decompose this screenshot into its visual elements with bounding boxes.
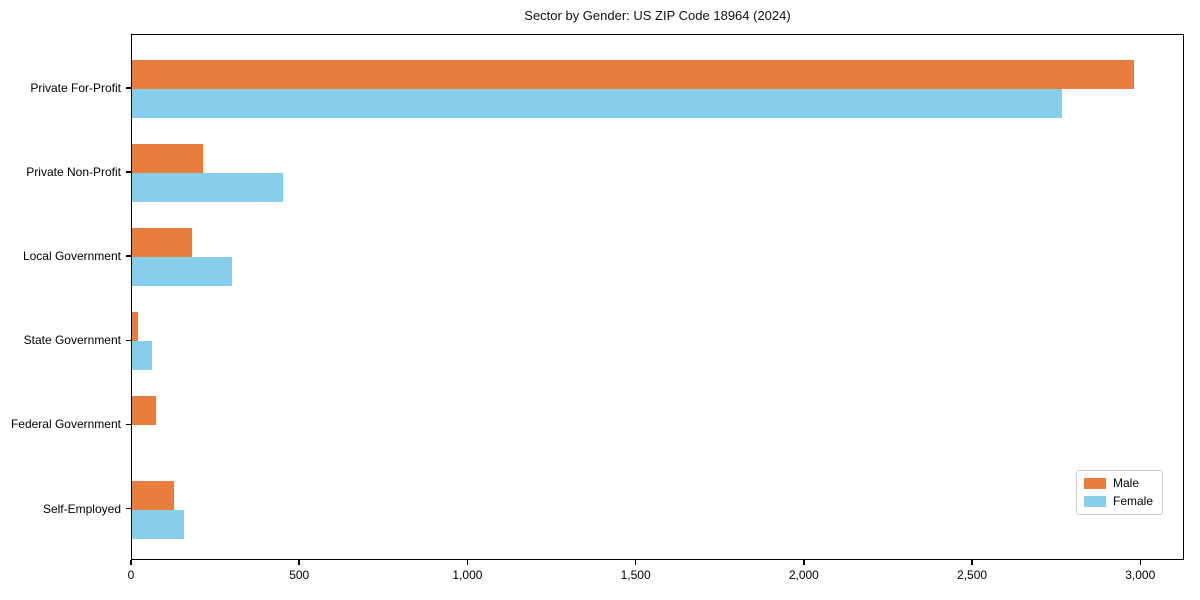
- bar-male-5: [132, 396, 157, 426]
- y-category-label: Federal Government: [10, 417, 121, 432]
- plot-area: Male Female: [131, 34, 1184, 560]
- y-category-label: Local Government: [22, 249, 121, 264]
- x-tick-mark: [298, 560, 300, 565]
- legend-male-label: Male: [1112, 476, 1139, 490]
- x-tick-label: 0: [127, 568, 135, 582]
- bar-female-2: [132, 173, 284, 203]
- bar-male-3: [132, 228, 193, 258]
- chart-title: Sector by Gender: US ZIP Code 18964 (202…: [524, 8, 791, 23]
- y-tick-mark: [126, 87, 131, 89]
- x-tick-label: 2,500: [957, 568, 988, 582]
- y-tick-mark: [126, 255, 131, 257]
- x-tick-mark: [971, 560, 973, 565]
- legend-male-swatch-icon: [1083, 478, 1106, 489]
- bar-female-3: [132, 257, 232, 287]
- bar-male-6: [132, 480, 175, 510]
- bar-female-4: [132, 341, 152, 371]
- bar-female-6: [132, 509, 185, 539]
- legend: Male Female: [1075, 470, 1163, 515]
- x-tick-label: 500: [289, 568, 310, 582]
- x-tick-label: 3,000: [1125, 568, 1156, 582]
- x-tick-label: 1,500: [620, 568, 651, 582]
- y-tick-mark: [126, 507, 131, 510]
- y-tick-mark: [126, 171, 131, 173]
- x-tick-mark: [130, 560, 132, 565]
- x-tick-mark: [1139, 560, 1141, 565]
- y-category-label: Private Non-Profit: [26, 165, 121, 180]
- x-tick-mark: [466, 560, 469, 565]
- y-tick-mark: [126, 423, 131, 426]
- y-category-label: Private For-Profit: [30, 81, 121, 95]
- legend-entry-female: Female: [1083, 494, 1153, 509]
- legend-female-swatch-icon: [1083, 496, 1106, 507]
- x-tick-label: 1,000: [452, 568, 483, 582]
- bar-female-1: [132, 89, 1063, 118]
- y-category-label: State Government: [23, 333, 121, 348]
- y-tick-mark: [126, 339, 131, 342]
- bar-male-4: [132, 312, 139, 342]
- y-category-label: Self-Employed: [42, 501, 121, 516]
- x-tick-label: 2,000: [788, 568, 819, 582]
- bar-male-1: [132, 60, 1135, 89]
- bar-male-2: [132, 144, 203, 174]
- x-tick-mark: [803, 560, 805, 565]
- x-tick-mark: [634, 560, 637, 565]
- legend-female-label: Female: [1112, 494, 1153, 508]
- legend-entry-male: Male: [1083, 476, 1153, 491]
